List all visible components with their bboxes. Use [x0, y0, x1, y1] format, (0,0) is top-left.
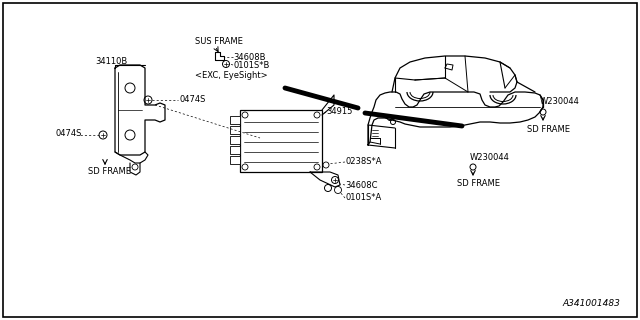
Text: 0101S*B: 0101S*B	[233, 60, 269, 69]
Bar	[230, 146, 240, 154]
Bar	[230, 126, 240, 134]
Bar	[230, 136, 240, 144]
Bar	[230, 156, 240, 164]
Text: 0474S: 0474S	[55, 130, 81, 139]
Text: 0474S: 0474S	[179, 95, 205, 105]
Bar	[240, 110, 322, 172]
Text: SD FRAME: SD FRAME	[88, 167, 131, 177]
Text: A341001483: A341001483	[562, 299, 620, 308]
Text: W230044: W230044	[470, 153, 510, 162]
Text: 34608C: 34608C	[345, 180, 378, 189]
Text: 0101S*A: 0101S*A	[345, 194, 381, 203]
Text: 34608B: 34608B	[233, 52, 266, 61]
Text: SUS FRAME: SUS FRAME	[195, 37, 243, 46]
Text: SD FRAME: SD FRAME	[527, 124, 570, 133]
Text: W230044: W230044	[540, 98, 580, 107]
Text: <EXC, EyeSight>: <EXC, EyeSight>	[195, 71, 268, 81]
Text: SD FRAME: SD FRAME	[457, 180, 500, 188]
Text: 34915: 34915	[326, 108, 353, 116]
Text: 34110B: 34110B	[95, 58, 127, 67]
Text: 0238S*A: 0238S*A	[345, 157, 381, 166]
Bar	[230, 116, 240, 124]
